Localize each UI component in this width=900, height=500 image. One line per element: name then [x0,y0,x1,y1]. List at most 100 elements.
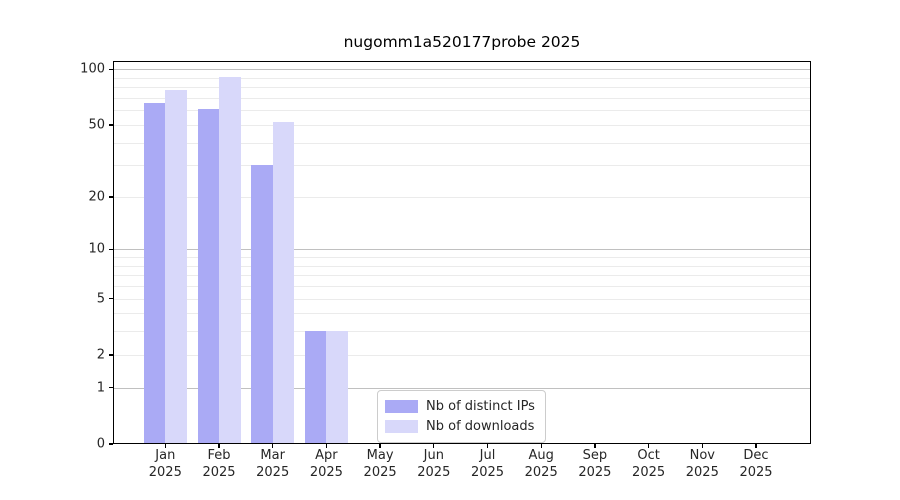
bar-feb-distinct-ips [197,109,219,444]
y-tick-label: 20 [88,189,105,205]
y-tick-label: 0 [96,436,105,452]
x-tick-month: Nov [689,448,715,463]
chart-title: nugomm1a520177probe 2025 [343,33,581,51]
gridline-minor [113,87,811,89]
legend-swatch-downloads [385,419,418,433]
y-tick-mark [109,68,113,71]
y-tick-label: 100 [80,61,105,77]
y-tick-label: 10 [88,241,105,257]
x-tick-month: Jan [155,448,176,463]
gridline-minor [113,110,811,112]
bar-jan-distinct-ips [143,102,166,444]
x-tick-year: 2025 [524,464,558,480]
legend-label-downloads: Nb of downloads [426,418,535,434]
y-tick-label: 2 [96,347,105,363]
x-tick-mark [433,444,435,448]
x-tick-label-oct: Oct 2025 [619,448,679,481]
x-tick-month: Sep [582,448,608,463]
x-tick-month: May [366,448,394,463]
x-tick-label-jun: Jun 2025 [404,448,464,481]
gridline-minor [113,142,811,144]
x-tick-label-apr: Apr 2025 [296,448,356,481]
x-tick-label-dec: Dec 2025 [726,448,786,481]
x-tick-label-sep: Sep 2025 [565,448,625,481]
x-tick-year: 2025 [363,464,397,480]
gridline-minor [113,275,811,277]
legend-label-distinct-ips: Nb of distinct IPs [426,398,535,414]
legend-entry-distinct-ips: Nb of distinct IPs [385,396,537,416]
x-tick-month: Oct [637,448,660,463]
legend-entry-downloads: Nb of downloads [385,416,537,436]
x-tick-label-jul: Jul 2025 [458,448,518,481]
x-tick-month: Mar [260,448,285,463]
gridline-minor [113,354,811,356]
gridline-minor [113,331,811,333]
bar-mar-distinct-ips [251,165,273,444]
gridline-minor [113,124,811,126]
x-tick-year: 2025 [256,464,290,480]
x-tick-month: Aug [528,448,554,463]
y-tick-label: 5 [96,291,105,307]
gridline-minor [113,77,811,79]
gridline-minor [113,298,811,300]
gridline-major [113,69,811,71]
x-tick-mark [218,444,220,448]
x-tick-month: Jul [479,448,496,463]
x-tick-mark [325,444,328,448]
x-tick-mark [540,444,542,448]
bar-jan-downloads [165,90,187,444]
y-tick-mark [109,354,113,356]
x-tick-year: 2025 [632,464,666,480]
x-tick-mark [164,444,166,448]
gridline-minor [113,286,811,288]
y-tick-mark [109,387,113,389]
y-tick-mark [109,443,113,445]
bar-apr-downloads [326,331,348,444]
gridline-minor [113,196,811,198]
x-tick-month: Apr [315,448,338,463]
x-tick-year: 2025 [148,464,182,480]
legend-swatch-distinct-ips [385,399,418,413]
legend: Nb of distinct IPs Nb of downloads [377,390,546,443]
bar-apr-distinct-ips [304,331,327,444]
gridline-minor [113,97,811,99]
x-tick-mark [701,444,703,448]
gridline-minor [113,265,811,267]
y-tick-label: 1 [96,380,105,396]
gridline-minor [113,165,811,167]
plot-area [113,61,811,444]
x-tick-mark [755,444,757,448]
x-tick-year: 2025 [578,464,612,480]
x-tick-label-mar: Mar 2025 [243,448,303,481]
x-tick-mark [647,444,650,448]
x-tick-month: Dec [743,448,769,463]
bar-mar-downloads [272,121,295,444]
x-tick-mark [379,444,381,448]
x-tick-year: 2025 [685,464,719,480]
x-tick-label-may: May 2025 [350,448,410,481]
x-tick-label-feb: Feb 2025 [189,448,249,481]
bar-feb-downloads [219,76,241,444]
x-tick-mark [272,444,274,448]
x-tick-mark [486,444,489,448]
x-tick-month: Jun [423,448,444,463]
y-tick-mark [109,248,113,251]
x-tick-year: 2025 [470,464,505,480]
gridline-minor [113,257,811,259]
y-tick-label: 50 [88,117,105,133]
x-tick-label-nov: Nov 2025 [672,448,732,481]
x-tick-mark [594,444,596,448]
gridline-major [113,249,811,251]
gridline-major [113,387,811,389]
x-tick-label-aug: Aug 2025 [511,448,571,481]
x-tick-year: 2025 [202,464,236,480]
y-tick-mark [109,124,113,126]
x-tick-year: 2025 [417,464,451,480]
gridline-minor [113,313,811,315]
x-tick-year: 2025 [739,464,773,480]
x-tick-year: 2025 [309,464,343,480]
x-tick-month: Feb [207,448,231,463]
y-tick-mark [109,297,113,300]
x-tick-label-jan: Jan 2025 [135,448,195,481]
